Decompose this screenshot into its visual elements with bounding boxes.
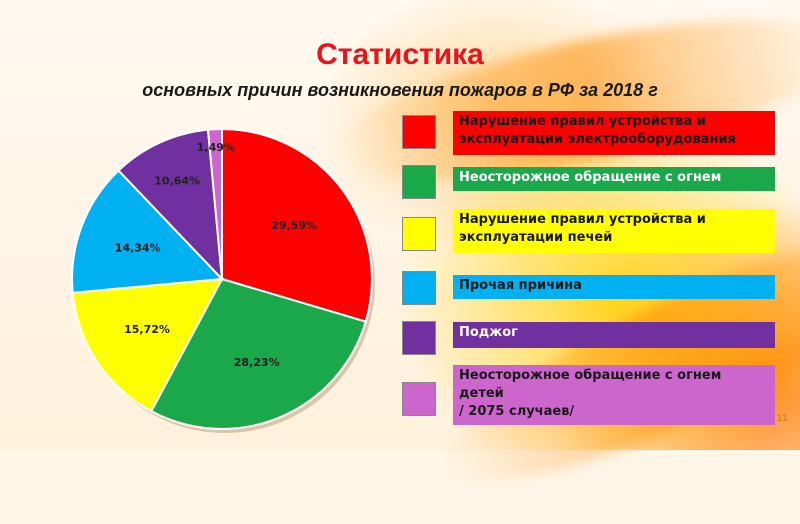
- legend-swatch-1: [402, 115, 436, 149]
- legend-label-1: Нарушение правил устройства и эксплуатац…: [453, 111, 775, 155]
- legend-swatch-3: [402, 217, 436, 251]
- pie-outline: [71, 128, 373, 430]
- chart-subtitle: основных причин возникновения пожаров в …: [142, 80, 658, 100]
- chart-title: Статистика: [316, 38, 484, 71]
- pie-chart: 29,59% 28,23% 15,72% 14,34% 10,64% 1,49%: [71, 127, 375, 433]
- data-label-1: 29,59%: [271, 219, 317, 232]
- legend-swatch-4: [402, 271, 436, 305]
- legend-swatch-6: [402, 382, 436, 416]
- legend-swatch-5: [402, 321, 436, 355]
- data-label-4: 14,34%: [115, 241, 161, 254]
- legend-swatch-2: [402, 165, 436, 199]
- slide-number: 11: [776, 414, 788, 424]
- data-label-5: 10,64%: [154, 175, 200, 188]
- legend-label-3: Нарушение правил устройства и эксплуатац…: [453, 209, 775, 253]
- data-label-6: 1,49%: [197, 141, 235, 154]
- legend-label-5: Поджог: [453, 322, 775, 348]
- data-label-3: 15,72%: [124, 323, 170, 336]
- legend-label-6: Неосторожное обращение с огнем детей / 2…: [453, 365, 775, 425]
- data-label-2: 28,23%: [234, 356, 280, 369]
- legend-label-2: Неосторожное обращение с огнем: [453, 167, 775, 191]
- legend-label-4: Прочая причина: [453, 275, 775, 299]
